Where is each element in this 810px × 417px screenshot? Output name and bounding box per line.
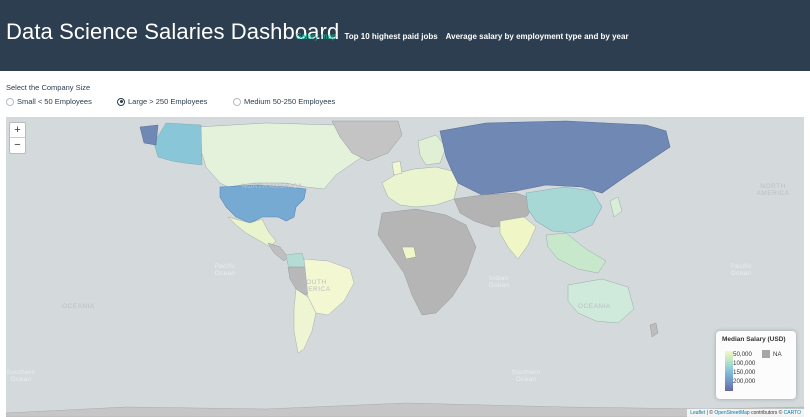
tab-average-salary[interactable]: Average salary by employment type and by… [445, 32, 629, 41]
region-africa[interactable] [377, 208, 477, 316]
country-russia[interactable] [439, 120, 671, 196]
company-size-label: Select the Company Size [6, 83, 91, 92]
continent-label-north-america: NORTH AMERICA [242, 183, 303, 190]
company-size-radio-group: Small < 50 Employees Large > 250 Employe… [6, 97, 335, 106]
radio-button-medium[interactable] [233, 97, 241, 106]
attribution-mid: contributors © [749, 410, 784, 416]
map-attribution: Leaflet | © OpenStreetMap contributors ©… [687, 409, 804, 417]
country-japan[interactable] [609, 196, 623, 218]
ocean-label-southern-west: Southern Ocean [6, 369, 36, 383]
region-europe[interactable] [381, 166, 459, 208]
country-brazil[interactable] [303, 258, 355, 316]
legend-tick-100000: 100,000 [733, 360, 756, 367]
salary-legend: Median Salary (USD) 50,000 100,000 150,0… [716, 331, 796, 399]
nav-tabs: Salary map Top 10 highest paid jobs Aver… [296, 32, 629, 41]
map-canvas[interactable] [6, 117, 804, 417]
carto-link[interactable]: CARTO [783, 410, 801, 416]
ocean-label-pacific-west: Pacific Ocean [214, 263, 236, 277]
country-china[interactable] [525, 186, 603, 234]
legend-na: NA [762, 350, 782, 358]
radio-button-large[interactable] [117, 97, 125, 106]
leaflet-link[interactable]: Leaflet [690, 410, 706, 416]
radio-medium[interactable]: Medium 50-250 Employees [233, 97, 335, 106]
ocean-label-southern: Southern Ocean [511, 369, 541, 383]
country-india[interactable] [499, 216, 537, 260]
continent-label-north-america-east: NORTH AMERICA [756, 183, 790, 197]
country-uk[interactable] [391, 160, 403, 176]
region-scandinavia[interactable] [417, 134, 447, 166]
osm-link[interactable]: OpenStreetMap [714, 410, 750, 416]
continent-label-oceania: OCEANIA [578, 303, 611, 310]
tab-top-10-jobs[interactable]: Top 10 highest paid jobs [344, 32, 438, 41]
radio-small-label: Small < 50 Employees [17, 97, 92, 106]
zoom-out-button[interactable]: − [14, 139, 21, 151]
radio-small[interactable]: Small < 50 Employees [6, 97, 117, 106]
zoom-in-button[interactable]: + [10, 123, 25, 138]
legend-color-ramp [725, 351, 733, 391]
country-greenland[interactable] [331, 120, 403, 162]
country-alaska[interactable] [153, 122, 203, 166]
attribution-sep: | © [705, 410, 715, 416]
tab-salary-map[interactable]: Salary map [296, 32, 337, 41]
legend-tick-150000: 150,000 [733, 369, 756, 376]
ocean-label-pacific-east: Pacific Ocean [730, 263, 752, 277]
country-australia[interactable] [567, 278, 635, 324]
country-usa[interactable] [219, 184, 307, 224]
region-central-america[interactable] [267, 242, 289, 262]
country-nigeria[interactable] [401, 246, 417, 260]
country-new-zealand[interactable] [649, 322, 659, 338]
continent-label-oceania-west: OCEANIA [62, 303, 95, 310]
radio-medium-label: Medium 50-250 Employees [244, 97, 336, 106]
continent-label-south-america: SOUTH AMERICA [297, 279, 331, 293]
legend-tick-50000: 50,000 [733, 351, 752, 358]
legend-na-label: NA [773, 350, 782, 358]
region-southern-cone[interactable] [293, 288, 317, 354]
salary-map[interactable]: + − NORTH AMERICA NORTH AMERICA SOUTH AM… [6, 117, 804, 417]
na-swatch [762, 350, 770, 358]
app-title: Data Science Salaries Dashboard [6, 19, 340, 44]
country-russia-east[interactable] [139, 124, 159, 146]
radio-button-small[interactable] [6, 97, 14, 106]
radio-large-label: Large > 250 Employees [128, 97, 208, 106]
radio-large[interactable]: Large > 250 Employees [117, 97, 233, 106]
navbar: Data Science Salaries Dashboard Salary m… [0, 0, 810, 71]
zoom-control: + − [9, 122, 26, 154]
region-southeast-asia[interactable] [545, 232, 607, 274]
legend-title: Median Salary (USD) [722, 336, 786, 343]
country-mexico[interactable] [227, 216, 277, 248]
ocean-label-indian: Indian Ocean [488, 275, 510, 289]
region-antarctica[interactable] [6, 402, 804, 417]
legend-tick-200000: 200,000 [733, 378, 756, 385]
